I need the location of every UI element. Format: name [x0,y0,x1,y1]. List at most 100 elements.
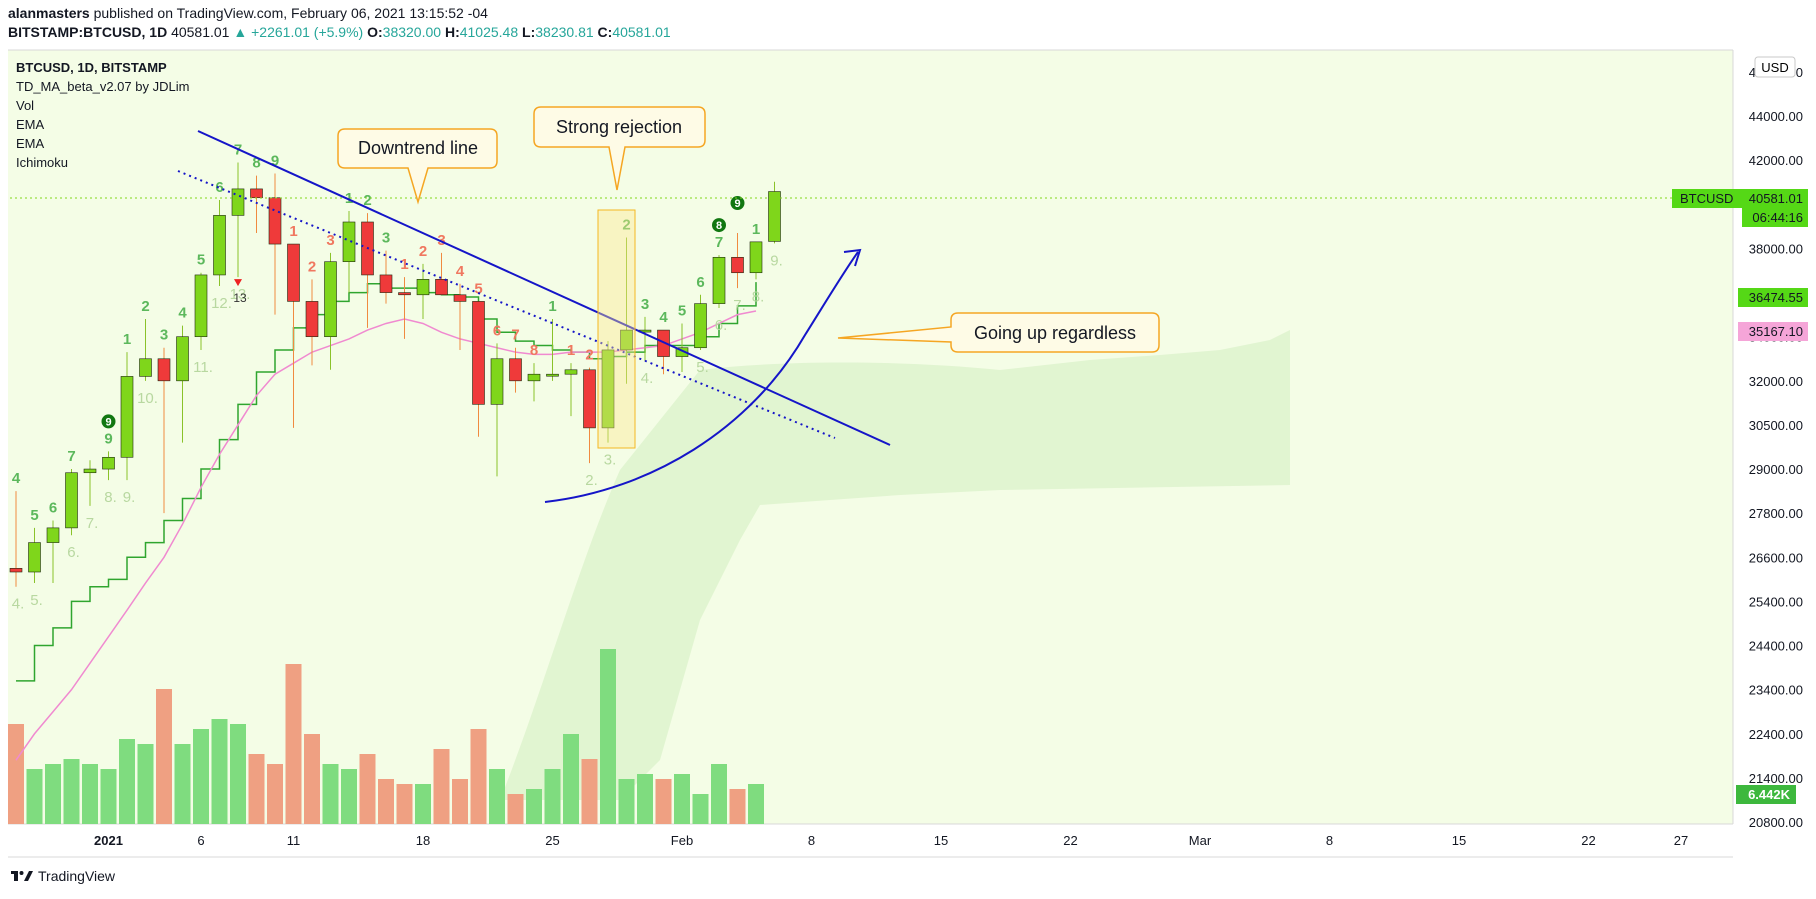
volume-bar [470,729,487,824]
rejection-highlight[interactable] [597,209,636,449]
x-tick-label: 11 [287,833,301,848]
legend-indicator-3[interactable]: EMA [16,117,45,132]
tradingview-footer[interactable]: TradingView [10,868,115,884]
volume-bar [729,789,746,824]
td-up-count: 1 [752,221,760,238]
td-up-count: 3 [641,296,649,313]
td-setup-label: 8. [104,489,117,506]
td-down-count: 1 [567,342,575,359]
td-up-count: 3 [382,230,390,247]
bullish-candle [490,358,504,405]
volume-bar [285,664,302,824]
volume-bar [137,744,154,824]
bullish-candle [416,279,430,296]
volume-bar [119,739,135,824]
td-up-count: 1 [123,331,131,348]
bullish-candle [712,256,726,304]
legend-indicator-4[interactable]: EMA [16,136,45,151]
x-tick-label: 18 [416,833,430,848]
bullish-candle [65,472,78,529]
dotted-trend-line[interactable] [177,170,836,439]
td-up-count: 8 [252,155,260,172]
volume-bar [26,769,43,824]
td-badge [712,218,726,233]
td-up-count: 2 [141,298,149,315]
legend-title[interactable]: BTCUSD, 1D, BITSTAMP [16,60,167,75]
callout-going-up-text: Going up regardless [974,323,1136,343]
ema-slow-tag: 35167.10 [1738,322,1808,341]
ema-slow-value: 35167.10 [1749,324,1803,339]
bullish-candle [213,215,226,276]
bullish-candle [102,456,115,470]
legend-indicator-2[interactable]: Vol [16,98,34,113]
ema-fast-value: 36474.55 [1749,290,1803,305]
high-label: H: [444,24,460,40]
btc-tag-value: 40581.01 [1749,191,1803,206]
volume-bar [563,734,579,824]
downtrend-line[interactable] [197,130,891,446]
y-tick-label: 38000.00 [1749,241,1803,256]
y-tick-label: 24400.00 [1749,639,1803,654]
author-name[interactable]: alanmasters [8,5,90,21]
legend-indicator-5[interactable]: Ichimoku [16,155,68,170]
bullish-candle [749,241,763,274]
td-setup-label: 13. [230,286,251,303]
y-tick-label: 44000.00 [1749,109,1803,124]
td-badge-label: 9 [734,198,740,210]
td-setup-label: 6. [67,544,80,561]
volume-bar [82,764,98,824]
td-setup-label: 2. [585,472,598,489]
volume-bar [304,734,320,824]
countdown-value: 06:44:16 [1752,210,1803,225]
close-value: 40581.01 [612,24,671,40]
volume-bars [8,649,764,824]
td-up-count: 4 [178,305,187,322]
volume-bar [45,764,61,824]
volume-bar [489,769,505,824]
td-up-count: 7 [67,448,75,465]
callout-going-up[interactable]: Going up regardless [837,312,1160,353]
td-badge-label: 8 [716,220,722,232]
volume-bar [637,774,653,824]
td-up-count: 6 [696,274,704,291]
uptrend-arc[interactable] [544,251,859,503]
bearish-candle [287,243,300,302]
td-setup-label: 6. [715,317,728,334]
bearish-candle [398,292,411,296]
td-badge [730,196,745,211]
td-up-count: 4 [12,470,21,487]
bearish-candle [509,358,522,382]
td-up-count: 5 [197,252,205,269]
open-value: 38320.00 [382,24,442,40]
bullish-candle [46,527,60,543]
bullish-candle [324,261,337,338]
volume-bar [415,784,431,824]
y-tick-label: 30500.00 [1749,418,1803,433]
time-axis[interactable]: 2021 6 11 18 25 Feb 8 15 22 Mar 8 15 22 27 [94,833,1688,848]
symbol-label[interactable]: BITSTAMP:BTCUSD, 1D [8,24,168,40]
high-value: 41025.48 [459,24,519,40]
td-setup-label: 8. [752,288,765,305]
legend-indicator-1[interactable]: TD_MA_beta_v2.07 by JDLim [16,79,189,94]
volume-bar [526,789,542,824]
bullish-candle [139,358,152,377]
td-down-count: 4 [456,263,465,280]
volume-bar [507,794,524,824]
bearish-candle [657,329,670,357]
td-setup-label: 4. [641,370,654,387]
volume-bar [711,764,727,824]
countdown-tag: 06:44:16 [1742,208,1808,227]
bullish-candle [675,347,689,357]
callout-rejection[interactable]: Strong rejection [533,106,706,191]
td-down-count: 6 [493,322,501,339]
x-tick-label: 25 [545,833,559,848]
currency-button[interactable]: USD [1754,56,1796,78]
td-up-count: 2 [363,192,371,209]
bearish-candle [583,369,596,429]
price-axis-background [1733,50,1816,824]
callout-downtrend[interactable]: Downtrend line [337,128,498,205]
td-badge [101,414,116,429]
bullish-candle [28,542,41,573]
x-tick-label: 2021 [94,833,123,848]
